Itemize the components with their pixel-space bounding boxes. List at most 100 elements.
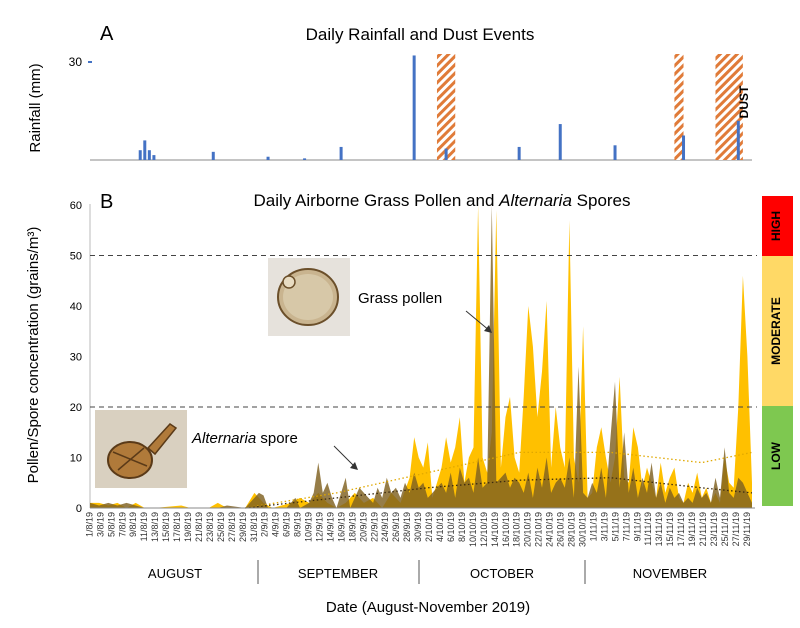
grass-pollen-trendline [245, 451, 753, 509]
rain-bar-3 [147, 150, 151, 160]
x-tick-label: 30/10/19 [577, 512, 587, 547]
grass-pollen-label: Grass pollen [358, 290, 442, 307]
month-september: SEPTEMBER [298, 566, 378, 581]
level-low-label: LOW [769, 441, 783, 470]
panel-b-ytick-60: 60 [70, 200, 82, 212]
x-tick-label: 19/11/19 [687, 512, 697, 546]
rain-bar-8 [339, 146, 343, 160]
reference-lines [90, 255, 757, 408]
x-tick-label: 8/10/19 [457, 512, 467, 542]
x-tick-label: 28/10/19 [566, 512, 576, 547]
level-moderate-label: MODERATE [769, 297, 783, 365]
panel-b-title-pre: Daily Airborne Grass Pollen and [253, 191, 499, 210]
trendlines [245, 451, 753, 509]
rain-bar-13 [613, 145, 617, 160]
x-tick-label: 6/10/19 [446, 512, 456, 542]
dust-event-1 [436, 54, 456, 160]
x-tick-label: 26/9/19 [391, 512, 401, 542]
x-tick-label: 9/11/19 [632, 512, 642, 541]
panel-b-ytick-40: 40 [70, 301, 82, 313]
x-tick-label: 25/8/19 [216, 512, 226, 542]
panel-a-letter: A [100, 23, 114, 45]
x-tick-label: 10/9/19 [303, 512, 313, 542]
x-tick-label: 11/8/19 [139, 512, 149, 541]
panel-b-title: Daily Airborne Grass Pollen and Alternar… [253, 191, 630, 210]
x-tick-label: 12/9/19 [314, 512, 324, 542]
x-tick-label: 3/11/19 [599, 512, 609, 541]
alternaria-label: Alternaria spore [191, 430, 298, 447]
panel-b-title-post: Spores [572, 191, 631, 210]
month-november: NOVEMBER [633, 566, 707, 581]
x-tick-label: 6/9/19 [282, 512, 292, 537]
x-tick-label: 1/11/19 [588, 512, 598, 541]
rain-bar-6 [266, 156, 270, 160]
grass-pollen-series [90, 205, 752, 508]
x-tick-label: 27/11/19 [731, 512, 741, 546]
alternaria-label-italic: Alternaria [191, 430, 256, 447]
panel-b-ytick-0: 0 [76, 503, 82, 515]
x-tick-label: 19/8/19 [183, 512, 193, 542]
level-high-band [762, 196, 793, 256]
grass-pollen-arrow [465, 310, 491, 332]
x-tick-label: 14/9/19 [325, 512, 335, 542]
panel-b-ytick-20: 20 [70, 402, 82, 414]
x-tick-label: 7/11/19 [621, 512, 631, 541]
x-tick-label: 20/9/19 [358, 512, 368, 542]
alternaria-arrowhead [350, 462, 358, 470]
alternaria-arrow [333, 445, 357, 469]
x-tick-label: 14/10/19 [490, 512, 500, 547]
rain-bar-2 [143, 140, 147, 160]
x-tick-label: 1/8/19 [84, 512, 94, 537]
month-august: AUGUST [148, 566, 202, 581]
x-tick-label: 16/10/19 [501, 512, 511, 547]
grass-pollen-image [268, 258, 350, 336]
x-tick-label: 15/11/19 [665, 512, 675, 546]
level-low-band [762, 406, 793, 506]
alternaria-area [90, 205, 752, 508]
panel-b-ytick-50: 50 [70, 251, 82, 263]
x-tick-label: 17/8/19 [172, 512, 182, 542]
x-tick-label: 15/8/19 [161, 512, 171, 542]
x-tick-label: 24/9/19 [380, 512, 390, 542]
x-tick-label: 24/10/19 [545, 512, 555, 547]
x-tick-label: 2/9/19 [260, 512, 270, 537]
x-tick-label: 13/8/19 [150, 512, 160, 542]
dust-events [436, 54, 743, 160]
x-tick-label: 18/10/19 [512, 512, 522, 547]
x-tick-label: 8/9/19 [293, 512, 303, 537]
x-tick-label: 27/8/19 [227, 512, 237, 542]
rain-bar-10 [444, 148, 448, 160]
rain-bar-15 [736, 120, 740, 160]
x-tick-labels: 1/8/19 3/8/19 5/8/19 7/8/19 9/8/19 11/8/19 13/… [84, 512, 751, 547]
x-tick-label: 21/8/19 [194, 512, 204, 542]
x-tick-label: 28/9/19 [402, 512, 412, 542]
month-october: OCTOBER [470, 566, 534, 581]
x-tick-label: 18/9/19 [347, 512, 357, 542]
x-tick-label: 10/10/19 [468, 512, 478, 547]
rain-bar-14 [682, 135, 686, 160]
panel-b-y-axis: 0 10 20 30 40 50 60 [70, 200, 82, 515]
x-tick-label: 31/8/19 [249, 512, 259, 542]
x-tick-label: 23/11/19 [709, 512, 719, 546]
panel-b-ylabel: Pollen/Spore concentration (grains/m³) [25, 227, 42, 484]
panel-a-title: Daily Rainfall and Dust Events [306, 25, 535, 44]
x-tick-label: 29/8/19 [238, 512, 248, 542]
rain-bar-11 [517, 146, 521, 160]
x-tick-label: 17/11/19 [676, 512, 686, 546]
x-tick-label: 4/10/19 [435, 512, 445, 542]
panel-b-letter: B [100, 191, 113, 213]
x-tick-label: 29/11/19 [742, 512, 752, 546]
x-tick-label: 21/11/19 [698, 512, 708, 546]
panel-a-ylabel: Rainfall (mm) [27, 63, 44, 152]
x-tick-label: 5/11/19 [610, 512, 620, 541]
x-tick-label: 11/11/19 [643, 512, 653, 546]
dust-event-2 [674, 54, 684, 160]
x-tick-label: 30/9/19 [413, 512, 423, 542]
x-tick-label: 22/9/19 [369, 512, 379, 542]
x-tick-label: 13/11/19 [654, 512, 664, 546]
x-tick-label: 23/8/19 [205, 512, 215, 542]
x-tick-label: 20/10/19 [523, 512, 533, 547]
rain-bar-7 [303, 158, 307, 160]
rainfall-bars [138, 55, 740, 160]
